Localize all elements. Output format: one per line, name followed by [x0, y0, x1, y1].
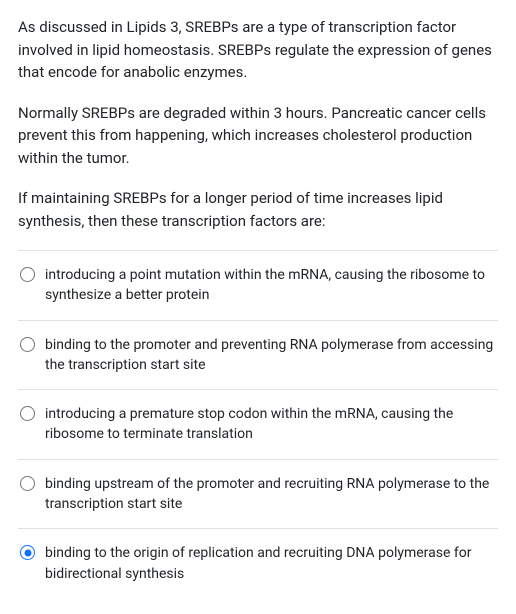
option-label: binding to the origin of replication and…: [45, 543, 496, 584]
question-paragraph-3: If maintaining SREBPs for a longer perio…: [18, 187, 498, 232]
option-label: introducing a premature stop codon withi…: [45, 404, 496, 445]
option-label: binding upstream of the promoter and rec…: [45, 474, 496, 515]
question-block: As discussed in Lipids 3, SREBPs are a t…: [18, 16, 498, 232]
option-row[interactable]: introducing a premature stop codon withi…: [18, 389, 498, 459]
option-label: introducing a point mutation within the …: [45, 265, 496, 306]
options-list: introducing a point mutation within the …: [18, 250, 498, 598]
radio-icon[interactable]: [20, 267, 35, 282]
option-row[interactable]: introducing a point mutation within the …: [18, 250, 498, 320]
question-paragraph-1: As discussed in Lipids 3, SREBPs are a t…: [18, 16, 498, 84]
option-label: binding to the promoter and preventing R…: [45, 335, 496, 376]
question-paragraph-2: Normally SREBPs are degraded within 3 ho…: [18, 102, 498, 170]
radio-icon[interactable]: [20, 545, 35, 560]
radio-icon[interactable]: [20, 406, 35, 421]
option-row[interactable]: binding to the origin of replication and…: [18, 528, 498, 598]
option-row[interactable]: binding to the promoter and preventing R…: [18, 320, 498, 390]
radio-icon[interactable]: [20, 476, 35, 491]
option-row[interactable]: binding upstream of the promoter and rec…: [18, 459, 498, 529]
radio-icon[interactable]: [20, 337, 35, 352]
